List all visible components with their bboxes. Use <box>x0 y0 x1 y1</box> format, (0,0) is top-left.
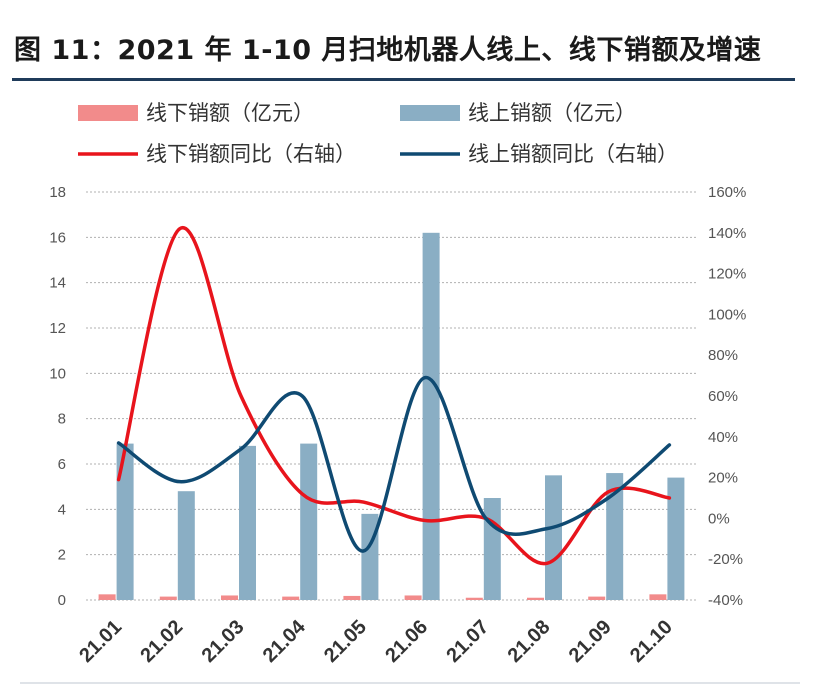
x-tick-label: 21.03 <box>198 616 249 667</box>
title-underline <box>12 78 795 81</box>
legend-offline-sales-label: 线下销额（亿元） <box>146 101 314 125</box>
offline-sales-bar <box>649 594 667 600</box>
bottom-divider <box>20 682 800 684</box>
online-sales-bar <box>606 473 624 600</box>
online-sales-bar <box>667 477 685 600</box>
offline-yoy-line <box>116 226 672 566</box>
y-right-tick-label: 140% <box>708 225 746 242</box>
y-left-tick-label: 10 <box>49 365 66 382</box>
online-sales-bar <box>300 443 318 600</box>
online-sales-bar <box>483 498 501 600</box>
offline-sales-bar <box>98 594 116 600</box>
legend-offline-sales-swatch <box>78 105 138 121</box>
offline-sales-bar <box>527 597 544 600</box>
y-right-tick-label: 80% <box>708 347 738 364</box>
x-tick-label: 21.01 <box>75 616 126 667</box>
y-left-tick-label: 8 <box>58 411 66 428</box>
legend-offline-yoy-label: 线下销额同比（右轴） <box>146 142 356 166</box>
y-left-tick-label: 0 <box>58 592 66 609</box>
x-tick-label: 21.07 <box>442 616 493 667</box>
online-yoy-line <box>116 375 672 553</box>
y-left-tick-label: 18 <box>49 184 66 201</box>
legend-online-sales-swatch <box>400 105 460 121</box>
y-right-tick-label: 0% <box>708 510 730 527</box>
y-left-tick-label: 4 <box>58 501 66 518</box>
y-left-tick-label: 2 <box>58 547 66 564</box>
online-sales-bar <box>177 491 195 600</box>
x-tick-label: 21.10 <box>626 616 677 667</box>
y-left-tick-label: 6 <box>58 456 66 473</box>
x-tick-label: 21.08 <box>504 616 555 667</box>
y-left-tick-label: 16 <box>49 229 66 246</box>
x-tick-label: 21.06 <box>381 616 432 667</box>
y-right-tick-label: -20% <box>708 551 743 568</box>
offline-sales-bar <box>588 596 606 600</box>
x-tick-label: 21.09 <box>565 616 616 667</box>
legend-online-yoy-label: 线上销额同比（右轴） <box>468 142 678 166</box>
offline-sales-bar <box>343 595 361 600</box>
x-tick-label: 21.02 <box>136 616 187 667</box>
x-tick-label: 21.04 <box>259 615 311 667</box>
y-right-tick-label: 160% <box>708 184 746 201</box>
y-right-tick-label: 100% <box>708 306 746 323</box>
chart-title: 图 11：2021 年 1-10 月扫地机器人线上、线下销额及增速 <box>14 35 762 66</box>
y-right-tick-label: 60% <box>708 388 738 405</box>
online-sales-bar <box>545 475 562 600</box>
y-left-tick-label: 14 <box>49 275 66 292</box>
y-right-tick-label: 120% <box>708 266 746 283</box>
offline-sales-bar <box>159 596 177 600</box>
online-sales-bar <box>116 443 134 600</box>
x-tick-label: 21.05 <box>320 616 371 667</box>
online-sales-bar <box>422 232 440 601</box>
legend-online-sales-label: 线上销额（亿元） <box>468 101 636 125</box>
offline-sales-bar <box>221 595 238 600</box>
offline-sales-bar <box>465 597 483 600</box>
y-right-tick-label: 40% <box>708 429 738 446</box>
offline-sales-bar <box>282 596 300 600</box>
y-right-tick-label: -40% <box>708 592 743 609</box>
y-right-tick-label: 20% <box>708 470 738 487</box>
offline-sales-bar <box>404 595 422 600</box>
y-left-tick-label: 12 <box>49 320 66 337</box>
online-sales-bar <box>239 445 256 600</box>
